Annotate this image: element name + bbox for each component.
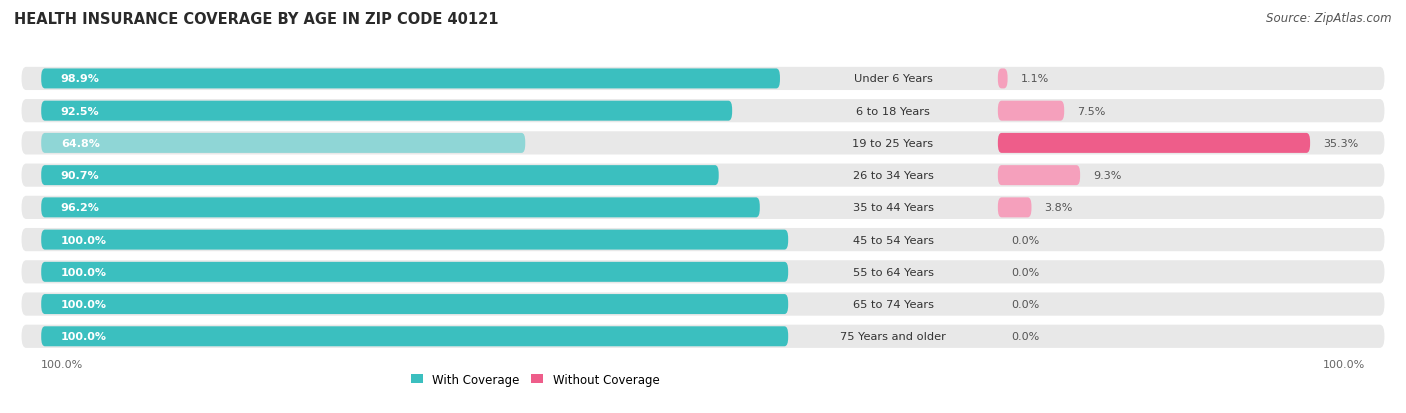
Text: 0.0%: 0.0% xyxy=(1011,235,1039,245)
FancyBboxPatch shape xyxy=(998,198,1032,218)
FancyBboxPatch shape xyxy=(41,262,789,282)
FancyBboxPatch shape xyxy=(41,230,789,250)
FancyBboxPatch shape xyxy=(998,69,1008,89)
FancyBboxPatch shape xyxy=(41,69,780,89)
Text: 26 to 34 Years: 26 to 34 Years xyxy=(852,171,934,181)
Text: 100.0%: 100.0% xyxy=(60,267,107,277)
Text: 100.0%: 100.0% xyxy=(60,299,107,309)
Text: 3.8%: 3.8% xyxy=(1045,203,1073,213)
Text: 9.3%: 9.3% xyxy=(1094,171,1122,181)
Text: 0.0%: 0.0% xyxy=(1011,299,1039,309)
FancyBboxPatch shape xyxy=(21,228,1385,252)
FancyBboxPatch shape xyxy=(998,166,1080,186)
Text: 7.5%: 7.5% xyxy=(1077,107,1105,116)
FancyBboxPatch shape xyxy=(41,133,526,154)
FancyBboxPatch shape xyxy=(21,132,1385,155)
FancyBboxPatch shape xyxy=(21,325,1385,348)
Text: 96.2%: 96.2% xyxy=(60,203,100,213)
FancyBboxPatch shape xyxy=(998,133,1310,154)
Text: 55 to 64 Years: 55 to 64 Years xyxy=(852,267,934,277)
Text: 19 to 25 Years: 19 to 25 Years xyxy=(852,139,934,149)
Text: Under 6 Years: Under 6 Years xyxy=(853,74,932,84)
Legend: With Coverage, Without Coverage: With Coverage, Without Coverage xyxy=(406,368,664,390)
Text: 100.0%: 100.0% xyxy=(60,235,107,245)
Text: 6 to 18 Years: 6 to 18 Years xyxy=(856,107,929,116)
Text: 100.0%: 100.0% xyxy=(1323,359,1365,369)
Text: 90.7%: 90.7% xyxy=(60,171,100,181)
Text: 0.0%: 0.0% xyxy=(1011,267,1039,277)
Text: HEALTH INSURANCE COVERAGE BY AGE IN ZIP CODE 40121: HEALTH INSURANCE COVERAGE BY AGE IN ZIP … xyxy=(14,12,499,27)
FancyBboxPatch shape xyxy=(998,102,1064,121)
Text: 65 to 74 Years: 65 to 74 Years xyxy=(852,299,934,309)
Text: 98.9%: 98.9% xyxy=(60,74,100,84)
FancyBboxPatch shape xyxy=(21,164,1385,187)
Text: 64.8%: 64.8% xyxy=(60,139,100,149)
FancyBboxPatch shape xyxy=(41,198,759,218)
FancyBboxPatch shape xyxy=(21,68,1385,91)
Text: 100.0%: 100.0% xyxy=(41,359,83,369)
Text: 1.1%: 1.1% xyxy=(1021,74,1049,84)
FancyBboxPatch shape xyxy=(41,102,733,121)
FancyBboxPatch shape xyxy=(41,294,789,314)
Text: 45 to 54 Years: 45 to 54 Years xyxy=(852,235,934,245)
FancyBboxPatch shape xyxy=(21,100,1385,123)
Text: 0.0%: 0.0% xyxy=(1011,332,1039,342)
FancyBboxPatch shape xyxy=(21,293,1385,316)
Text: 92.5%: 92.5% xyxy=(60,107,100,116)
Text: 75 Years and older: 75 Years and older xyxy=(839,332,946,342)
FancyBboxPatch shape xyxy=(41,166,718,186)
Text: Source: ZipAtlas.com: Source: ZipAtlas.com xyxy=(1267,12,1392,25)
Text: 35.3%: 35.3% xyxy=(1323,139,1358,149)
FancyBboxPatch shape xyxy=(41,327,789,347)
Text: 100.0%: 100.0% xyxy=(60,332,107,342)
FancyBboxPatch shape xyxy=(21,261,1385,284)
FancyBboxPatch shape xyxy=(21,196,1385,219)
Text: 35 to 44 Years: 35 to 44 Years xyxy=(852,203,934,213)
